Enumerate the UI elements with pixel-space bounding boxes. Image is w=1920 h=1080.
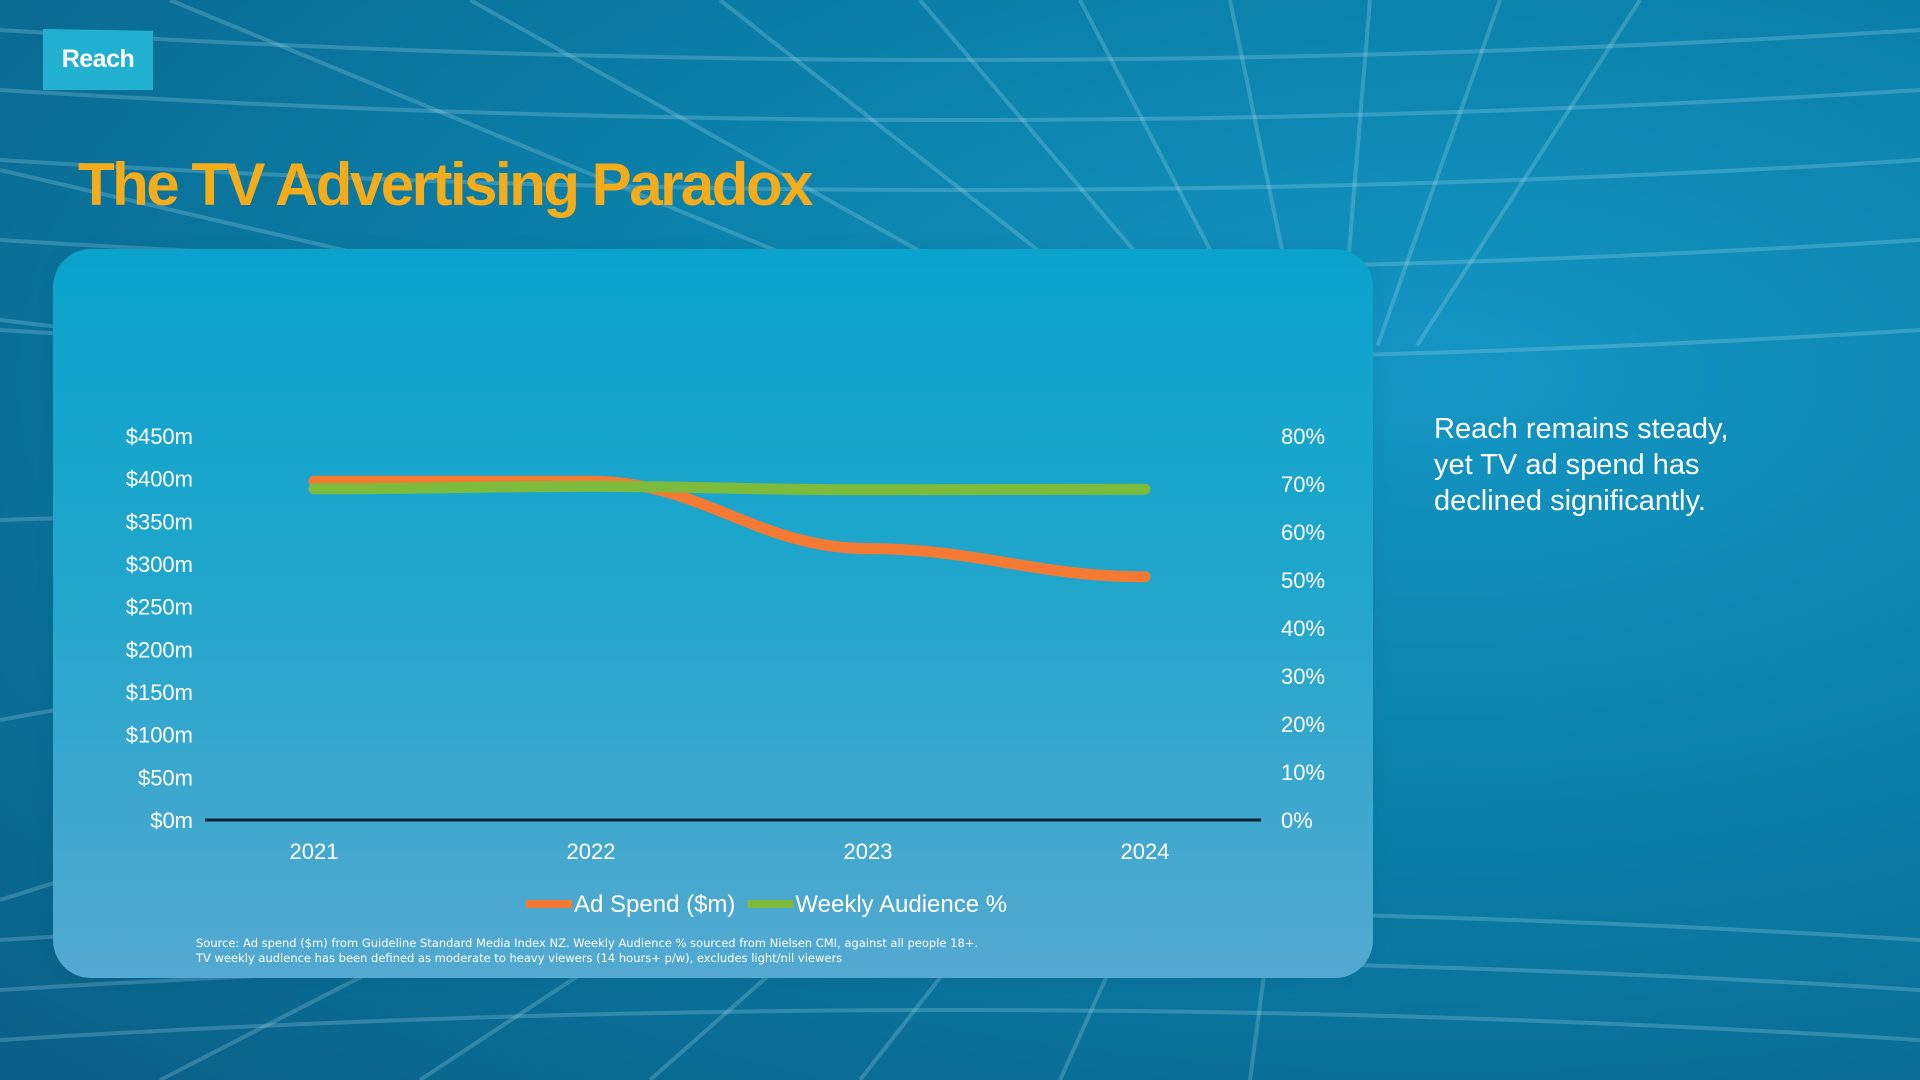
- y-left-tick-label: $50m: [138, 765, 193, 790]
- x-tick-label: 2021: [290, 839, 339, 864]
- y-left-tick-label: $350m: [126, 509, 193, 534]
- y-right-tick-label: 70%: [1281, 472, 1325, 497]
- source-note: Source: Ad spend ($m) from Guideline Sta…: [196, 936, 1096, 966]
- y-right-tick-label: 60%: [1281, 520, 1325, 545]
- y-right-tick-label: 40%: [1281, 616, 1325, 641]
- series-line-weekly-audience: [308, 480, 1151, 496]
- grid-line: [1375, 0, 1502, 347]
- y-right-tick-label: 80%: [1281, 424, 1325, 449]
- y-left-tick-label: $250m: [126, 595, 193, 620]
- x-tick-label: 2024: [1121, 839, 1170, 864]
- logo-text: Reach: [61, 45, 135, 73]
- series-line-ad-spend-m: [308, 475, 1151, 583]
- y-right-tick-label: 10%: [1281, 760, 1325, 785]
- insight-text: Reach remains steady, yet TV ad spend ha…: [1434, 413, 1729, 517]
- legend-label-weekly-audience: Weekly Audience %: [795, 891, 1007, 918]
- y-right-tick-label: 50%: [1281, 568, 1325, 593]
- y-right-tick-label: 20%: [1281, 712, 1325, 737]
- grid-line: [1415, 0, 1642, 347]
- legend-label-ad-spend-m: Ad Spend ($m): [574, 891, 735, 918]
- page-title: The TV Advertising Paradox: [78, 151, 813, 218]
- y-right-tick-label: 30%: [1281, 664, 1325, 689]
- y-left-tick-label: $100m: [126, 723, 193, 748]
- source-line-2: TV weekly audience has been defined as m…: [196, 951, 843, 965]
- grid-curve: [0, 1008, 1920, 1042]
- grid-curve: [0, 158, 1920, 192]
- y-right-tick-label: 0%: [1281, 808, 1313, 833]
- source-line-1: Source: Ad spend ($m) from Guideline Sta…: [196, 936, 979, 950]
- y-left-tick-label: $150m: [126, 680, 193, 705]
- reach-logo: Reach: [43, 29, 153, 90]
- y-left-tick-label: $300m: [126, 552, 193, 577]
- grid-curve: [0, 88, 1920, 122]
- x-tick-label: 2022: [567, 839, 616, 864]
- chart-card: $0m $50m $100m $150m $200m $250m $300m $350m $40…: [53, 249, 1373, 978]
- line-chart: $0m $50m $100m $150m $200m $250m $300m $350m $40…: [126, 424, 1325, 918]
- y-left-tick-label: $450m: [126, 424, 193, 449]
- grid-curve: [0, 28, 1920, 62]
- x-tick-label: 2023: [844, 839, 893, 864]
- y-left-tick-label: $200m: [126, 637, 193, 662]
- y-left-tick-label: $400m: [126, 467, 193, 492]
- y-left-tick-label: $0m: [150, 808, 193, 833]
